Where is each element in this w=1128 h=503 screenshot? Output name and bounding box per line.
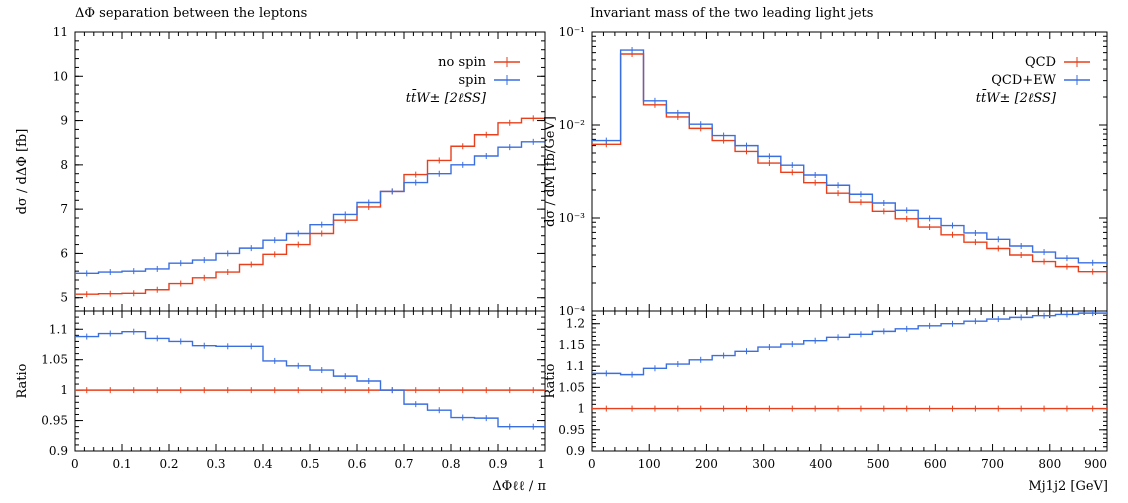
y-tick-label: 10⁻¹ [559, 25, 585, 39]
y-tick-label: 7 [60, 202, 68, 216]
ratio-axis-label: Ratio [15, 363, 30, 398]
ratio-series-2 [592, 312, 1107, 376]
chart-panel-1: ΔΦ separation between the leptons 0 0.1 0.2… [15, 6, 546, 494]
ratio-y-tick-label: 1 [577, 402, 585, 416]
x-ticks [74, 32, 546, 451]
y-tick-label: 10⁻² [559, 118, 586, 132]
y-axis-label: dσ / dΔΦ [fb] [15, 129, 30, 215]
y-ticks [75, 31, 545, 452]
x-tick-label: 0.7 [394, 457, 413, 471]
y-tick-label: 10⁻⁴ [559, 304, 586, 318]
legend-entry-label: no spin [438, 55, 486, 70]
y-axis-label: dσ / dM [fb/GeV] [543, 116, 558, 227]
ratio-series-2 [75, 330, 545, 428]
chart-title: Invariant mass of the two leading light … [590, 6, 873, 21]
legend-process-note: tt̄W± [2ℓSS] [406, 89, 487, 106]
ratio-y-tick-label: 1.1 [566, 359, 585, 373]
series-2-histogram [592, 49, 1107, 264]
y-tick-label: 6 [60, 246, 68, 260]
legend-entry-label: QCD+EW [991, 73, 1056, 88]
x-tick-label: 500 [867, 457, 890, 471]
ratio-y-tick-label: 1.05 [558, 380, 585, 394]
y-tick-label: 11 [53, 25, 68, 39]
ratio-y-tick-label: 0.95 [558, 423, 585, 437]
ratio-y-tick-label: 1.1 [49, 322, 68, 336]
x-tick-label: 0.9 [488, 457, 507, 471]
ratio-y-tick-label: 1 [60, 383, 68, 397]
legend-entry-label: QCD [1025, 55, 1056, 70]
ratio-y-tick-label: 0.95 [41, 414, 68, 428]
x-axis-label: Mj1j2 [GeV] [1028, 479, 1108, 494]
x-tick-label: 0 [588, 457, 596, 471]
y-tick-label: 9 [60, 114, 68, 128]
x-tick-label: 0.1 [112, 457, 131, 471]
y-tick-label: 10 [53, 69, 68, 83]
x-tick-label: 0.8 [441, 457, 460, 471]
x-tick-label: 800 [1038, 457, 1061, 471]
ratio-y-tick-label: 1.05 [41, 353, 68, 367]
ratio-y-tick-label: 0.9 [566, 444, 585, 458]
chart-title: ΔΦ separation between the leptons [75, 6, 307, 21]
x-tick-label: 0.4 [253, 457, 272, 471]
y-tick-label: 5 [60, 291, 68, 305]
x-tick-label: 100 [638, 457, 661, 471]
x-tick-label: 200 [695, 457, 718, 471]
ratio-plot-frame [591, 310, 1108, 452]
x-tick-label: 700 [981, 457, 1004, 471]
series-2-histogram [75, 141, 545, 275]
chart-panel-2: Invariant mass of the two leading light … [543, 6, 1108, 494]
x-tick-label: 1 [537, 457, 545, 471]
x-tick-label: 300 [752, 457, 775, 471]
x-tick-label: 900 [1084, 457, 1107, 471]
series-1-histogram [75, 117, 545, 295]
x-ticks [591, 32, 1108, 451]
x-tick-label: 0.3 [206, 457, 225, 471]
x-tick-label: 0 [71, 457, 79, 471]
y-tick-label: 10⁻³ [559, 211, 586, 225]
ratio-y-tick-label: 1.2 [566, 317, 585, 331]
legend-entry-label: spin [458, 73, 486, 88]
x-tick-label: 400 [809, 457, 832, 471]
y-tick-label: 8 [60, 158, 68, 172]
x-axis-label: ΔΦℓℓ / π [492, 479, 546, 494]
ratio-axis-label: Ratio [543, 363, 558, 398]
ratio-y-tick-label: 1.15 [558, 338, 585, 352]
x-tick-label: 0.6 [347, 457, 366, 471]
legend-process-note: tt̄W± [2ℓSS] [976, 89, 1057, 106]
ratio-y-tick-label: 0.9 [49, 444, 68, 458]
x-tick-label: 600 [924, 457, 947, 471]
x-tick-label: 0.5 [300, 457, 319, 471]
x-tick-label: 0.2 [159, 457, 178, 471]
